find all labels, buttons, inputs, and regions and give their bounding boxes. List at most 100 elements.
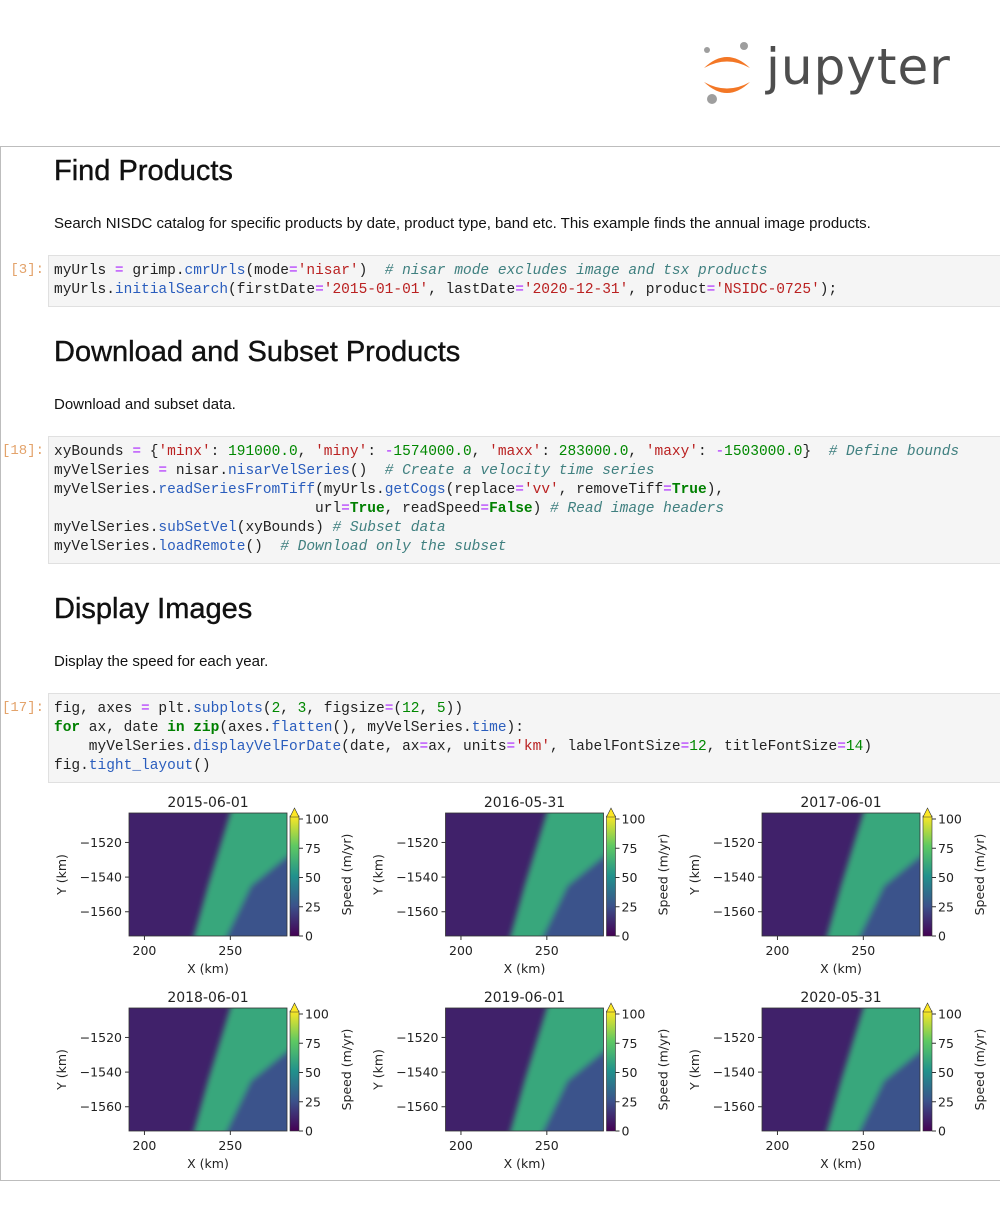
code-token: = (515, 482, 524, 498)
colorbar-tick-label: 100 (938, 812, 962, 827)
code-line: xyBounds = {'minx': 191000.0, 'miny': -1… (54, 443, 1000, 462)
code-token: , titleFontSize (706, 739, 838, 755)
y-tick-label: −1560 (80, 1099, 122, 1114)
colorbar-label: Speed (m/yr) (656, 834, 671, 916)
y-axis-label: Y (km) (371, 1049, 386, 1091)
blurred-regions (193, 1008, 287, 1131)
colorbar-extend-arrow (606, 807, 616, 818)
code-token: nisar. (167, 463, 229, 479)
colorbar-tick-label: 50 (938, 1065, 954, 1080)
y-axis-label: Y (km) (687, 1049, 702, 1091)
code-token: ( (262, 701, 272, 717)
code-token: ) (863, 739, 873, 755)
x-axis-label: X (km) (187, 1156, 229, 1171)
jupyter-logo: jupyter (700, 38, 951, 110)
y-tick-label: −1520 (713, 835, 755, 850)
code-token: { (141, 444, 159, 460)
code-token: } (802, 444, 829, 460)
blurred-regions (826, 1008, 920, 1131)
code-token: - (384, 444, 394, 460)
colorbar-tick-label: 50 (622, 1065, 638, 1080)
y-tick-label: −1560 (713, 904, 755, 919)
axes-frame (445, 812, 604, 937)
code-token: 'miny' (315, 444, 368, 460)
code-token: , (471, 444, 490, 460)
subplot-title: 2015-06-01 (167, 795, 248, 811)
subplot-title: 2018-06-01 (167, 990, 248, 1006)
y-tick-label: −1520 (713, 1030, 755, 1045)
code-token: 12 (689, 739, 707, 755)
x-axis-label: X (km) (187, 961, 229, 976)
x-tick-label: 200 (766, 1138, 790, 1153)
blurred-regions (510, 813, 604, 936)
x-tick-label: 250 (535, 1138, 559, 1153)
code-token: ); (819, 282, 838, 298)
code-token: True (349, 501, 385, 517)
code-token: zip (193, 720, 220, 736)
code-token: 'maxy' (645, 444, 699, 460)
code-line: myVelSeries.displayVelForDate(date, ax=a… (54, 738, 1000, 757)
logo-text: jupyter (766, 38, 951, 96)
code-token: tight_layout (88, 758, 194, 774)
colorbar-tick-label: 75 (622, 1036, 638, 1051)
code-token: (replace (445, 482, 516, 498)
y-tick-label: −1540 (713, 1065, 755, 1080)
code-token: myVelSeries. (54, 739, 194, 755)
x-tick-label: 250 (218, 943, 242, 958)
colorbar-tick-label: 50 (938, 870, 954, 885)
code-token: fig. (54, 758, 89, 774)
axes-frame (128, 1007, 288, 1132)
code-token: , labelFontSize (550, 739, 681, 755)
code-token: - (715, 444, 725, 460)
y-tick-label: −1540 (396, 1065, 438, 1080)
code-token: displayVelForDate (193, 739, 342, 755)
code-token: 5 (436, 701, 446, 717)
code-cell-download[interactable]: xyBounds = {'minx': 191000.0, 'miny': -1… (48, 436, 1000, 564)
speed-image (445, 1008, 604, 1131)
text-display: Display the speed for each year. (54, 653, 269, 670)
code-token: 1574000.0 (393, 444, 472, 460)
code-token: ): (506, 720, 524, 736)
x-axis-label: X (km) (820, 961, 862, 976)
code-token: = (837, 739, 846, 755)
axes-frame (761, 1007, 921, 1132)
y-tick-label: −1520 (80, 835, 122, 850)
code-token: nisarVelSeries (228, 463, 350, 479)
colorbar-tick-label: 50 (622, 870, 638, 885)
code-token: time (471, 720, 507, 736)
code-token: readSeriesFromTiff (158, 482, 316, 498)
code-token: ax, units (428, 739, 507, 755)
code-cell-display[interactable]: fig, axes = plt.subplots(2, 3, figsize=(… (48, 693, 1000, 783)
code-token: subplots (193, 701, 263, 717)
code-token: = (132, 444, 142, 460)
y-tick-label: −1520 (80, 1030, 122, 1045)
heading-find-products: Find Products (54, 155, 233, 187)
speed-image (129, 1008, 287, 1131)
code-token: = (288, 263, 298, 279)
blurred-regions (510, 1008, 604, 1131)
x-tick-label: 200 (449, 1138, 473, 1153)
y-axis-label: Y (km) (371, 854, 386, 896)
code-token: = (158, 463, 168, 479)
subplot-title: 2020-05-31 (800, 990, 881, 1006)
code-token: , lastDate (428, 282, 516, 298)
subplot-title: 2017-06-01 (800, 795, 881, 811)
y-tick-label: −1560 (80, 904, 122, 919)
code-line: myVelSeries.subSetVel(xyBounds) # Subset… (54, 519, 1000, 538)
code-token: '2015-01-01' (323, 282, 429, 298)
text-find-products: Search NISDC catalog for specific produc… (54, 215, 871, 232)
subplot-title: 2016-05-31 (484, 795, 565, 811)
code-line: myUrls.initialSearch(firstDate='2015-01-… (54, 281, 1000, 300)
code-token: for (54, 720, 81, 736)
code-token: (axes. (219, 720, 272, 736)
code-cell-search[interactable]: myUrls = grimp.cmrUrls(mode='nisar') # n… (48, 255, 1000, 307)
code-token: : (698, 444, 716, 460)
code-token: = (506, 739, 516, 755)
code-token: getCogs (384, 482, 446, 498)
code-token: = (114, 263, 124, 279)
code-token: , (628, 444, 646, 460)
code-token: myUrls (54, 263, 115, 279)
code-token: (myUrls. (315, 482, 385, 498)
speed-image (129, 813, 287, 936)
code-token: myVelSeries. (54, 539, 159, 555)
